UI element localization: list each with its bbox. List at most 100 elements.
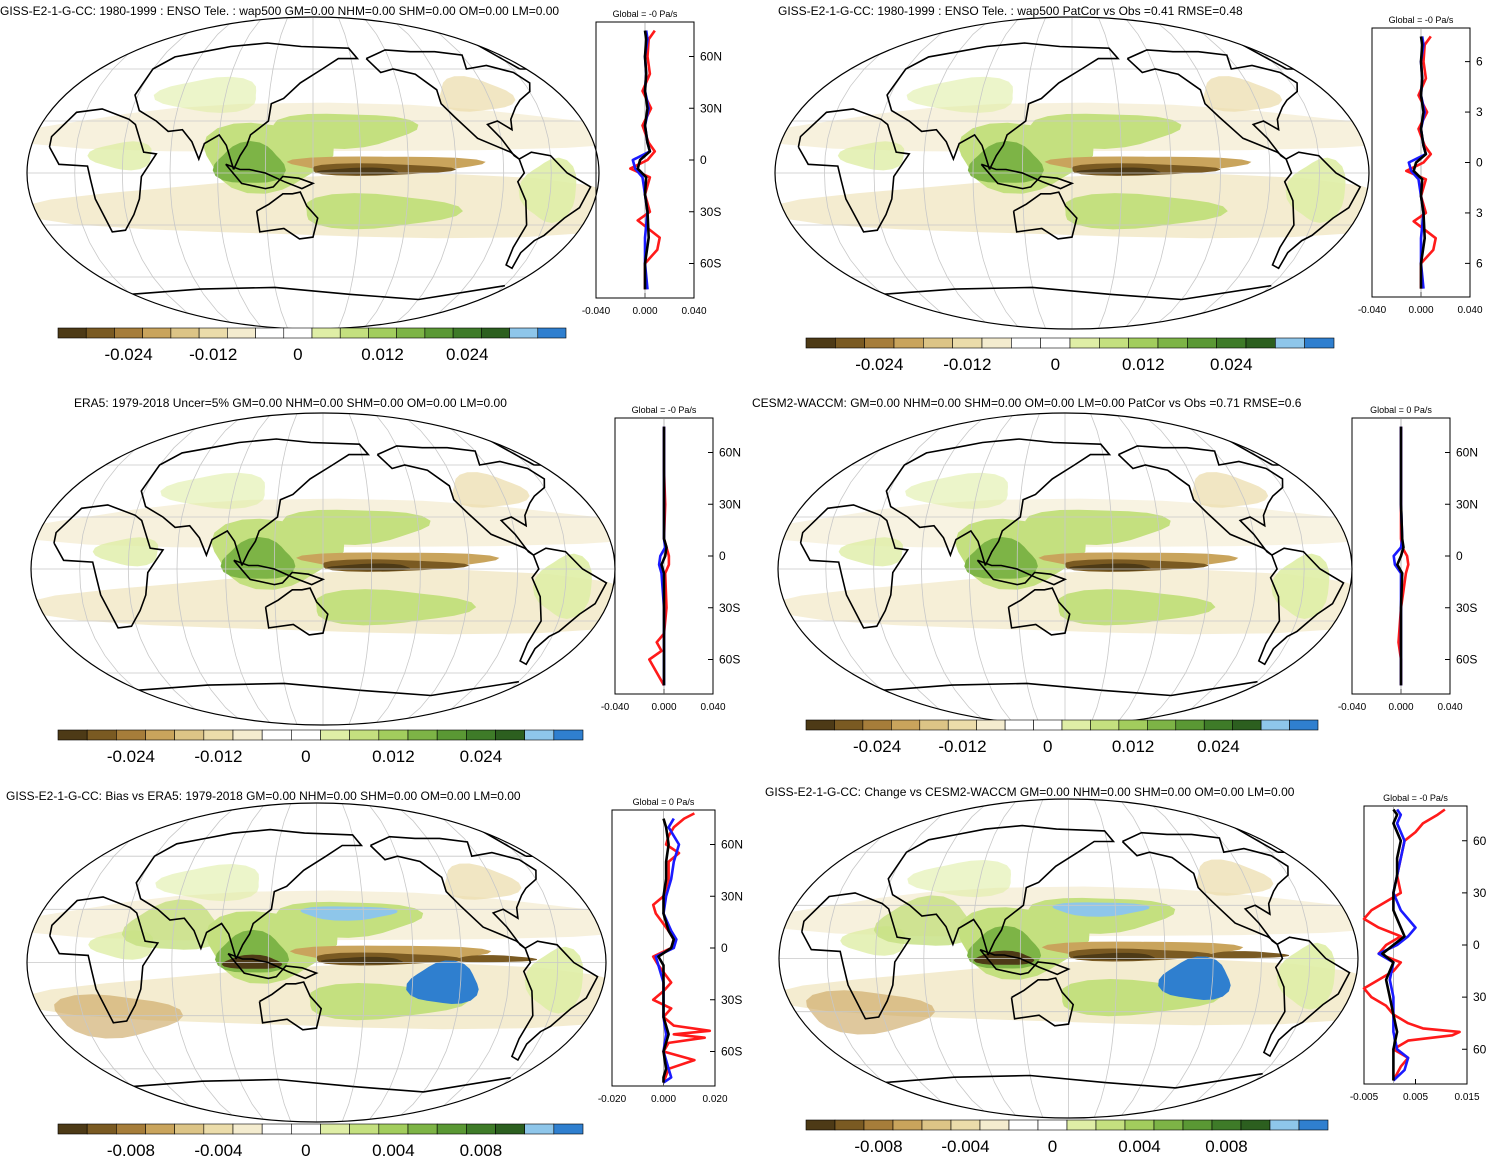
n-america-coast — [376, 445, 546, 556]
profile-y-label: 60S — [700, 257, 721, 271]
colorbar-swatch — [452, 327, 482, 339]
antarctica-coast — [1109, 284, 1272, 301]
antarctica-coast — [353, 1076, 511, 1093]
map-border — [26, 802, 607, 1123]
colorbar-swatch — [232, 729, 263, 741]
profile-series-all — [1412, 36, 1428, 289]
field-patch — [155, 864, 259, 902]
profile-x-label: 0.040 — [681, 306, 706, 317]
colorbar-swatch — [1118, 719, 1148, 731]
colorbar-swatch — [142, 327, 172, 339]
graticule-line — [1176, 17, 1271, 329]
profile-y-label: 30S — [1456, 601, 1477, 615]
colorbar-swatch — [1033, 719, 1063, 731]
colorbar-swatch — [1128, 337, 1159, 349]
colorbar-swatch — [86, 729, 117, 741]
zonal-profile-p2: Global = -0 Pa/s 6 3 0 3 6 -0.040 0.000 0.040 — [1358, 15, 1483, 316]
profile-y-label: 30N — [1456, 497, 1478, 511]
colorbar-swatch — [436, 1123, 467, 1135]
profile-y-label: 60S — [719, 653, 740, 667]
profile-title: Global = -0 Pa/s — [1389, 15, 1454, 25]
colorbar-p6: -0.008 -0.004 0 0.004 0.008 — [805, 1119, 1329, 1156]
colorbar-p4: -0.024 -0.012 0 0.012 0.024 — [805, 719, 1319, 756]
profile-x-label: -0.040 — [1338, 702, 1367, 713]
greenland-coast — [111, 429, 140, 449]
colorbar-swatch — [396, 327, 426, 339]
profile-y-label: 60S — [721, 1045, 742, 1059]
colorbar-swatch — [553, 1123, 584, 1135]
profile-y-label: 60S — [1456, 653, 1477, 667]
field-patch — [306, 193, 463, 230]
profile-x-label: 0.020 — [702, 1094, 727, 1105]
graticule-line — [388, 17, 457, 329]
colorbar-tick-label: 0.008 — [1205, 1137, 1248, 1156]
graticule-line — [169, 17, 238, 329]
field-patch — [907, 860, 1011, 898]
field-patch — [282, 509, 431, 545]
colorbar-swatch — [203, 1123, 234, 1135]
field-patch — [300, 906, 398, 921]
africa-coast — [49, 896, 160, 1024]
profile-x-label: 0.000 — [1388, 702, 1413, 713]
colorbar-swatch — [1245, 337, 1276, 349]
colorbar-swatch — [227, 327, 256, 339]
colorbar-swatch — [1157, 337, 1188, 349]
graticule-line — [923, 17, 994, 329]
graticule-line — [225, 413, 272, 725]
australia-coast — [1010, 977, 1075, 1027]
map-p1 — [26, 16, 600, 330]
colorbar-swatch — [291, 1123, 321, 1135]
greenland-coast — [857, 429, 885, 449]
profile-title: Global = 0 Pa/s — [633, 797, 695, 807]
colorbar-swatch — [85, 327, 115, 339]
profile-y-label: 0 — [721, 941, 728, 955]
colorbar-swatch — [368, 327, 397, 339]
colorbar-swatch — [1240, 1119, 1271, 1131]
profile-series-ocean — [1362, 808, 1461, 1082]
colorbar-tick-label: 0.012 — [361, 345, 404, 364]
colorbar-swatch — [320, 1123, 350, 1135]
graticule-line — [826, 799, 941, 1118]
colorbar-swatch — [892, 1119, 923, 1131]
colorbar-swatch — [805, 337, 836, 349]
colorbar-swatch — [863, 1119, 894, 1131]
indonesia-coast — [976, 559, 1068, 586]
graticule-line — [1144, 799, 1214, 1118]
field-patch — [1052, 902, 1150, 917]
graticule-line — [392, 803, 462, 1122]
map-border — [778, 798, 1359, 1119]
profile-y-label: 0 — [1456, 549, 1463, 563]
profile-y-label: 30 — [1473, 886, 1487, 900]
s-america-coast — [1262, 936, 1351, 1058]
field-patch — [967, 141, 1044, 183]
colorbar-swatch — [424, 327, 454, 339]
field-patch — [1192, 472, 1269, 508]
n-america-coast — [1121, 831, 1289, 945]
colorbar-swatch — [349, 729, 380, 741]
profile-y-label: 60N — [1456, 446, 1478, 460]
colorbar-p3: -0.024 -0.012 0 0.012 0.024 — [57, 729, 584, 766]
profile-series-all — [660, 426, 668, 686]
field-patch — [444, 863, 522, 900]
greenland-coast — [106, 820, 135, 840]
colorbar-swatch — [1011, 337, 1041, 349]
field-patch — [212, 141, 286, 183]
colorbar-swatch — [466, 1123, 496, 1135]
profile-x-label: 0.040 — [1457, 305, 1482, 316]
graticule-line — [1140, 413, 1209, 725]
colorbar-swatch — [1232, 719, 1262, 731]
colorbar-swatch — [835, 337, 865, 349]
profile-series-ocean — [1404, 35, 1438, 289]
field-patch — [1064, 193, 1228, 230]
colorbar-swatch — [349, 1123, 380, 1135]
graticule-line — [74, 17, 188, 329]
colorbar-swatch — [57, 1123, 88, 1135]
colorbar-swatch — [1275, 337, 1305, 349]
colorbar-tick-label: -0.024 — [107, 747, 155, 766]
profile-y-label: 30 — [1473, 990, 1487, 1004]
colorbar-swatch — [174, 729, 205, 741]
colorbar-swatch — [1066, 1119, 1097, 1131]
field-patch — [315, 589, 477, 626]
colorbar-tick-label: -0.024 — [855, 355, 903, 374]
colorbar-swatch — [509, 327, 539, 339]
